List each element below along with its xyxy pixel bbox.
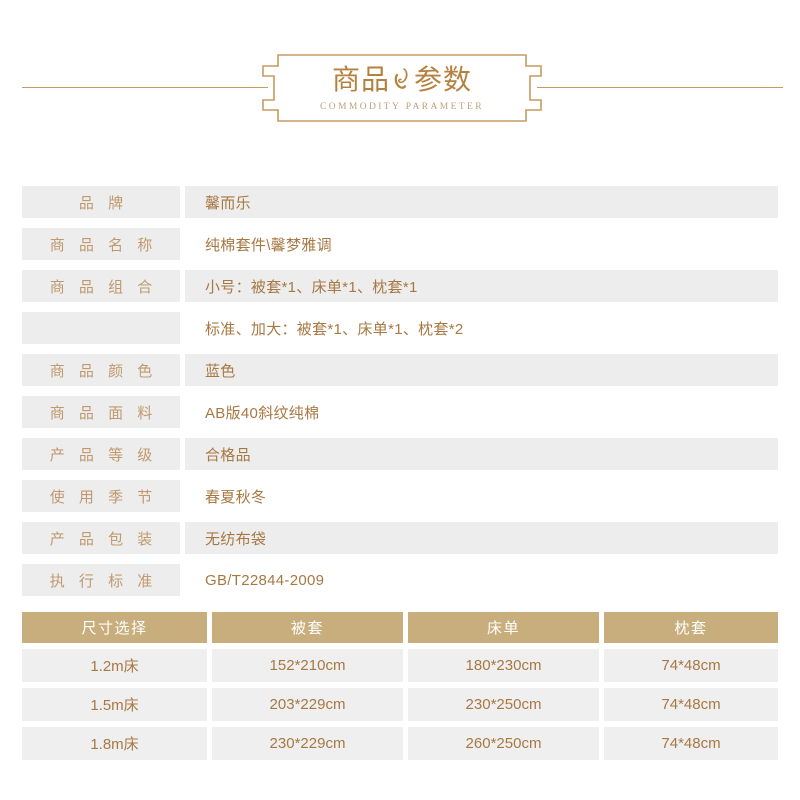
- size-table-column-header: 枕套: [604, 612, 778, 643]
- page-title-right: 参数: [414, 64, 473, 95]
- leaf-flourish-ornament: [391, 67, 413, 93]
- size-table-cell: 230*250cm: [408, 688, 599, 721]
- spec-row-label: 商 品 名 称: [22, 228, 180, 260]
- spec-row-label: 品 牌: [22, 186, 180, 218]
- size-table-row[interactable]: 1.2m床 152*210cm 180*230cm 74*48cm: [22, 649, 778, 682]
- spec-row-value: 馨而乐: [185, 186, 778, 218]
- spec-row-label: [22, 312, 180, 344]
- size-table-cell: 74*48cm: [604, 727, 778, 760]
- spec-row-value: GB/T22844-2009: [205, 571, 325, 589]
- spec-row: 商 品 名 称 纯棉套件\馨梦雅调: [22, 228, 778, 260]
- size-selection-table: 尺寸选择 被套 床单 枕套 1.2m床 152*210cm 180*230cm 74*48cm…: [22, 612, 778, 766]
- spec-row-label: 商 品 组 合: [22, 270, 180, 302]
- spec-row-value: 小号：被套*1、床单*1、枕套*1: [185, 270, 778, 302]
- size-table-row[interactable]: 1.8m床 230*229cm 260*250cm 74*48cm: [22, 727, 778, 760]
- size-table-cell: 152*210cm: [212, 649, 403, 682]
- header-title-block: 商品 参数 COMMODITY PARAMETER: [262, 54, 542, 122]
- page-header-banner: 商品 参数 COMMODITY PARAMETER: [0, 0, 800, 140]
- spec-row-value: 纯棉套件\馨梦雅调: [205, 236, 332, 254]
- header-decorative-frame: [262, 54, 542, 122]
- size-table-cell: 203*229cm: [212, 688, 403, 721]
- spec-row-value: 标准、加大：被套*1、床单*1、枕套*2: [205, 320, 464, 338]
- page-subtitle: COMMODITY PARAMETER: [320, 102, 484, 112]
- spec-row-label: 执 行 标 准: [22, 564, 180, 596]
- size-table-header-row: 尺寸选择 被套 床单 枕套: [22, 612, 778, 643]
- spec-row-value: 春夏秋冬: [205, 488, 267, 506]
- spec-row-label: 商 品 面 料: [22, 396, 180, 428]
- size-option-label: 1.2m床: [22, 649, 207, 682]
- spec-row-value: AB版40斜纹纯棉: [205, 404, 320, 422]
- spec-row-value: 无纺布袋: [185, 522, 778, 554]
- spec-row-value: 合格品: [185, 438, 778, 470]
- spec-row: 品 牌馨而乐: [22, 186, 778, 218]
- spec-row: 使 用 季 节 春夏秋冬: [22, 480, 778, 512]
- size-table-cell: 74*48cm: [604, 688, 778, 721]
- page-title-left: 商品: [331, 64, 390, 95]
- size-table-column-header: 床单: [408, 612, 599, 643]
- spec-row-label: 使 用 季 节: [22, 480, 180, 512]
- header-rule-right: [537, 87, 783, 88]
- spec-row: 商 品 组 合小号：被套*1、床单*1、枕套*1: [22, 270, 778, 302]
- spec-row-label: 产 品 包 装: [22, 522, 180, 554]
- spec-row-label: 商 品 颜 色: [22, 354, 180, 386]
- spec-row: 商 品 面 料 AB版40斜纹纯棉: [22, 396, 778, 428]
- page-title: 商品 参数: [332, 64, 472, 96]
- spec-row: 商 品 颜 色蓝色: [22, 354, 778, 386]
- size-option-label: 1.8m床: [22, 727, 207, 760]
- spec-row-label: 产 品 等 级: [22, 438, 180, 470]
- size-table-cell: 180*230cm: [408, 649, 599, 682]
- size-option-label: 1.5m床: [22, 688, 207, 721]
- specification-table: 品 牌馨而乐商 品 名 称 纯棉套件\馨梦雅调商 品 组 合小号：被套*1、床单*…: [22, 186, 778, 606]
- size-table-column-header: 被套: [212, 612, 403, 643]
- spec-row-value: 蓝色: [185, 354, 778, 386]
- spec-row: 产 品 包 装无纺布袋: [22, 522, 778, 554]
- size-table-cell: 230*229cm: [212, 727, 403, 760]
- size-table-cell: 260*250cm: [408, 727, 599, 760]
- size-table-cell: 74*48cm: [604, 649, 778, 682]
- header-rule-left: [22, 87, 268, 88]
- size-table-row[interactable]: 1.5m床 203*229cm 230*250cm 74*48cm: [22, 688, 778, 721]
- spec-row: 标准、加大：被套*1、床单*1、枕套*2: [22, 312, 778, 344]
- spec-row: 执 行 标 准 GB/T22844-2009: [22, 564, 778, 596]
- size-table-column-header: 尺寸选择: [22, 612, 207, 643]
- spec-row: 产 品 等 级合格品: [22, 438, 778, 470]
